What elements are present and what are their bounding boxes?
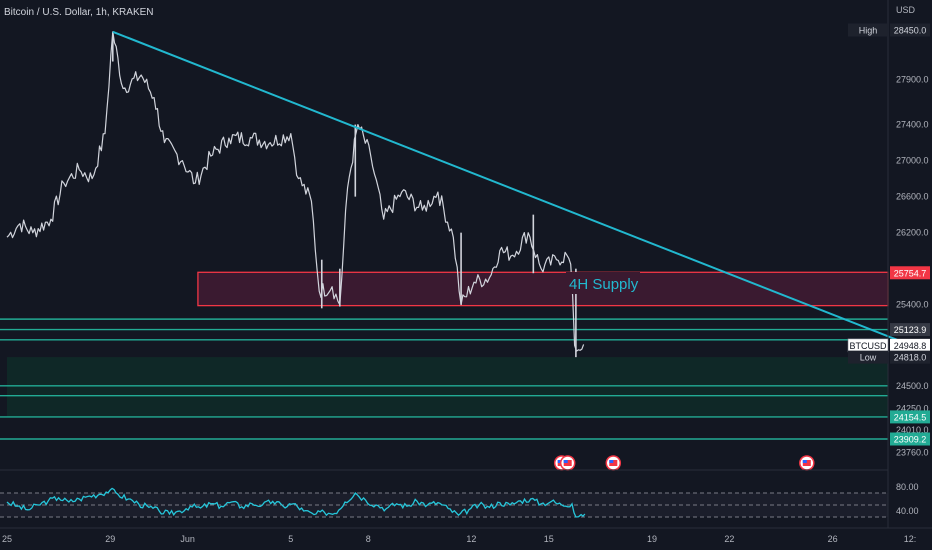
price-tick-label: 23760.0: [896, 447, 929, 457]
time-axis[interactable]: 25 29 Jun 5 8 12 15 19 22 26 12:: [2, 534, 916, 544]
price-line: [6, 31, 585, 352]
axis-tag-bg: [848, 23, 888, 37]
flag-canton: [802, 460, 807, 463]
axis-value-bg: [890, 323, 930, 337]
flag-canton: [563, 460, 568, 463]
flag-canton: [609, 460, 614, 463]
price-tick-label: 25400.0: [896, 300, 929, 310]
time-tick-label: 12: [466, 534, 476, 544]
supply-zone: [197, 271, 889, 307]
axis-tag-bg: [848, 350, 888, 364]
price-tick-label: 26600.0: [896, 192, 929, 202]
price-tick-label: 26200.0: [896, 228, 929, 238]
axis-value-bg: [890, 338, 930, 352]
horizontal-levels: [0, 318, 888, 440]
axis-value-bg: [890, 266, 930, 280]
time-tick-label: 26: [828, 534, 838, 544]
price-tick-label: 24250.0: [896, 403, 929, 413]
chart-title: Bitcoin / U.S. Dollar, 1h, KRAKEN: [4, 7, 154, 18]
axis-tag-text: High: [859, 26, 878, 36]
axis-value-text: 28450.0: [894, 26, 927, 36]
axis-value-text: 24154.5: [894, 412, 927, 422]
time-tick-label: 29: [105, 534, 115, 544]
rsi-pane: [0, 487, 888, 518]
price-tick-label: 24010.0: [896, 425, 929, 435]
rsi-line: [6, 487, 586, 518]
us-flag-icon[interactable]: [605, 455, 622, 471]
axis-value-bg: [890, 23, 930, 37]
rsi-tick-label: 40.00: [896, 506, 919, 516]
axis-value-bg: [890, 350, 930, 364]
price-tick-label: 27400.0: [896, 120, 929, 130]
rsi-tick-label: 80.00: [896, 482, 919, 492]
axis-value-text: 24818.0: [894, 353, 927, 363]
price-axis-labels: High 28450.0 25754.7 25123.9 BTCUSD 24948.8 Lo…: [847, 23, 930, 446]
support-zone: [7, 357, 888, 417]
time-tick-label: 8: [366, 534, 371, 544]
axis-tag-text: Low: [860, 353, 877, 363]
axis-value-bg: [890, 432, 930, 446]
flag-canton: [557, 460, 562, 463]
price-series: [6, 31, 585, 352]
axis-tag-text: BTCUSD: [849, 341, 887, 351]
currency-label: USD: [896, 5, 916, 15]
axis-value-text: 25123.9: [894, 325, 927, 335]
time-tick-label: 19: [647, 534, 657, 544]
axis-value-text: 23909.2: [894, 435, 927, 445]
supply-zone-label: 4H Supply: [569, 276, 639, 293]
time-tick-label: Jun: [180, 534, 195, 544]
time-tick-label: 5: [288, 534, 293, 544]
axis-value-bg: [890, 410, 930, 424]
price-axis[interactable]: 80.00 40.00 28450.0 27900.0 27400.0 27000.0 26…: [896, 25, 929, 516]
price-tick-label: 27900.0: [896, 75, 929, 85]
economic-events[interactable]: [553, 455, 815, 471]
us-flag-icon[interactable]: [559, 455, 576, 471]
axis-value-text: 25754.7: [894, 268, 927, 278]
supply-zone-box: [197, 271, 889, 307]
us-flag-icon[interactable]: [799, 455, 815, 471]
trendline[interactable]: [112, 30, 898, 341]
axis-value-text: 24948.8: [894, 341, 927, 351]
descending-trendline: [112, 30, 898, 341]
time-tick-label: 12:: [904, 534, 917, 544]
supply-zone-label-box: 4H Supply: [566, 272, 640, 294]
support-zone-fill: [7, 357, 888, 417]
time-tick-label: 25: [2, 534, 12, 544]
price-tick-label: 27000.0: [896, 156, 929, 166]
time-tick-label: 22: [724, 534, 734, 544]
price-tick-label: 24500.0: [896, 381, 929, 391]
time-tick-label: 15: [544, 534, 554, 544]
